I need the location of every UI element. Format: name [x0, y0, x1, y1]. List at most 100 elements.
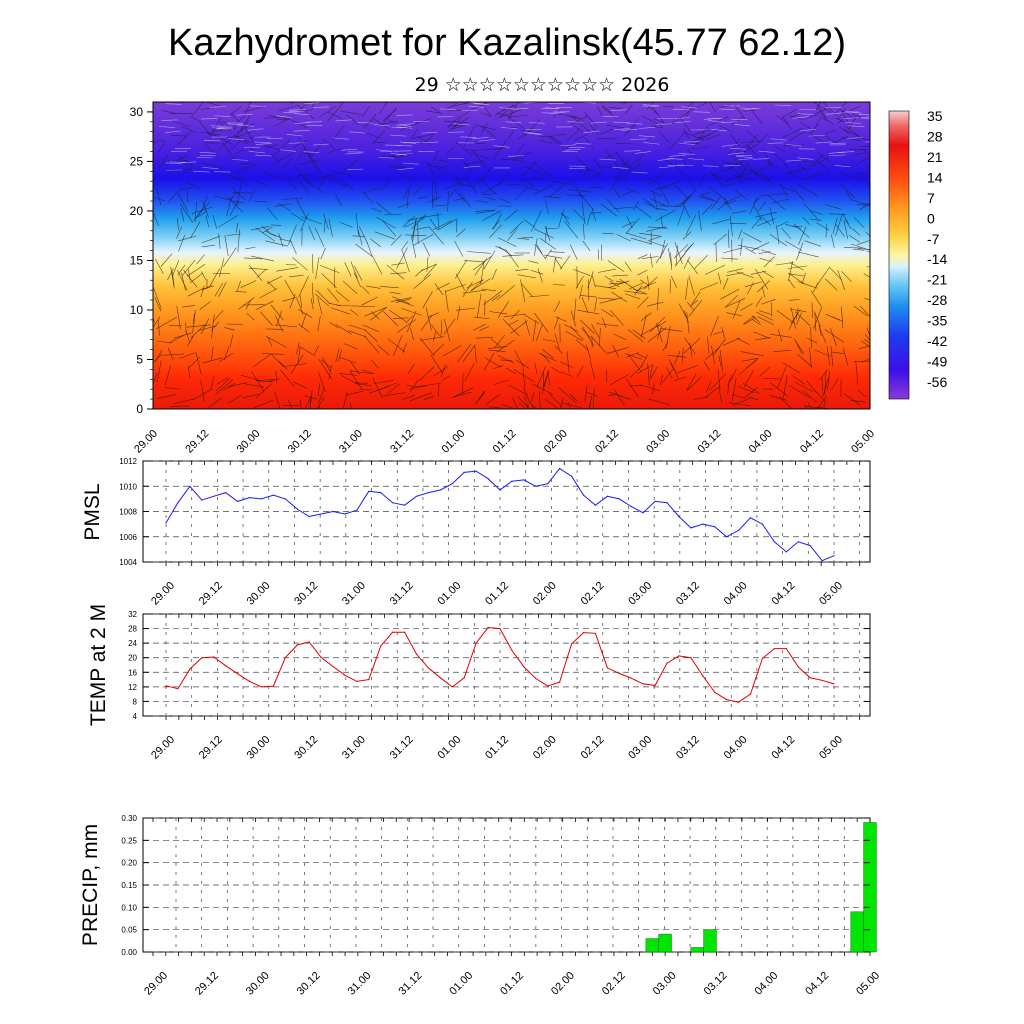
temp-ytick-label: 32	[128, 610, 137, 619]
wind-barb	[240, 162, 253, 165]
temp-point	[761, 657, 764, 660]
precip-bar	[850, 911, 864, 953]
wind-barb	[641, 115, 664, 127]
wind-barb	[808, 402, 812, 409]
wind-barb	[490, 338, 502, 349]
wind-barb	[521, 184, 540, 192]
wind-barb	[684, 132, 705, 141]
wind-barb	[320, 359, 332, 369]
wind-barb	[670, 362, 679, 379]
wind-barb-light	[526, 132, 543, 136]
precip-time-label: 29.00	[142, 970, 170, 998]
wind-barb	[577, 309, 600, 315]
temp-point	[809, 677, 811, 679]
wind-barb	[427, 162, 449, 174]
wind-barb	[568, 189, 592, 193]
wind-barb	[640, 354, 648, 368]
wind-barb	[235, 131, 251, 138]
wind-barb	[475, 337, 494, 339]
colorbar-label: -49	[927, 354, 947, 370]
wind-barb-light	[848, 125, 865, 128]
wind-barb	[647, 327, 667, 343]
wind-barb	[625, 293, 641, 300]
wind-barb	[330, 307, 351, 315]
wind-barb	[668, 359, 677, 372]
wind-barb	[350, 261, 358, 279]
wind-barb	[370, 306, 388, 321]
wind-barb	[857, 390, 867, 398]
wind-barb-light	[395, 124, 412, 127]
wind-barb	[600, 128, 613, 135]
wind-barb	[281, 158, 293, 170]
wind-barb	[315, 293, 330, 307]
wind-barb	[613, 206, 634, 210]
wind-barb	[825, 223, 827, 238]
wind-barb	[215, 377, 231, 392]
wind-barb-light	[828, 151, 845, 154]
temp-point	[797, 666, 799, 668]
wind-barb	[830, 346, 834, 367]
wind-barb	[809, 347, 812, 368]
wind-barb-light	[635, 151, 652, 154]
wind-barb	[718, 387, 723, 403]
wind-barb	[824, 370, 827, 395]
temp-point	[248, 680, 251, 683]
wind-barb	[816, 108, 826, 119]
wind-barb	[428, 226, 444, 245]
pmsl-point	[702, 523, 704, 525]
pmsl-ytick-label: 1012	[119, 457, 137, 466]
wind-barb	[810, 290, 823, 308]
wind-barb	[506, 183, 519, 186]
wind-barb	[323, 219, 326, 233]
wind-barb	[851, 199, 870, 206]
wind-barb	[437, 383, 440, 397]
wind-barb	[705, 380, 712, 393]
wind-barb	[683, 337, 701, 354]
pmsl-point	[797, 541, 799, 543]
wind-barb	[379, 286, 399, 289]
wind-barb	[843, 393, 861, 406]
wind-barb	[791, 375, 806, 385]
wind-barb	[510, 309, 520, 320]
wind-barb	[721, 257, 738, 260]
wind-barb	[153, 316, 161, 328]
wind-barb	[643, 202, 656, 208]
wind-barb	[584, 137, 595, 149]
wind-barb-light	[202, 167, 219, 170]
wind-barb	[569, 120, 584, 125]
wind-barb	[810, 326, 812, 349]
wind-barb	[726, 272, 744, 277]
wind-barb	[599, 297, 623, 304]
wind-barb	[492, 213, 502, 230]
wind-barb	[591, 323, 600, 338]
wind-barb	[243, 257, 262, 260]
pmsl-point	[594, 504, 597, 506]
wind-barb	[186, 324, 211, 328]
wind-barb	[318, 405, 321, 409]
wind-barb	[352, 235, 365, 237]
wind-barb	[705, 134, 720, 141]
wind-barb	[383, 107, 398, 124]
pmsl-time-label: 03.00	[626, 580, 654, 608]
wind-barb-light	[236, 114, 253, 116]
wind-barb	[382, 392, 406, 397]
wind-barb	[229, 176, 244, 180]
wind-barb	[167, 347, 174, 361]
wind-barb	[528, 260, 539, 264]
wind-barb	[794, 381, 814, 392]
wind-barb	[289, 239, 297, 255]
wind-barb	[530, 269, 544, 275]
wind-barb	[198, 131, 221, 136]
temp-point	[559, 681, 561, 683]
wind-barb	[177, 218, 179, 231]
wind-barb	[748, 396, 759, 401]
wind-barb	[724, 298, 746, 308]
wind-barb	[655, 209, 676, 222]
wind-barb	[382, 220, 397, 237]
wind-barb	[831, 351, 844, 354]
wind-barb	[296, 342, 300, 355]
wind-barb	[681, 348, 684, 364]
wind-barb	[668, 132, 686, 150]
wind-barb	[483, 182, 497, 195]
